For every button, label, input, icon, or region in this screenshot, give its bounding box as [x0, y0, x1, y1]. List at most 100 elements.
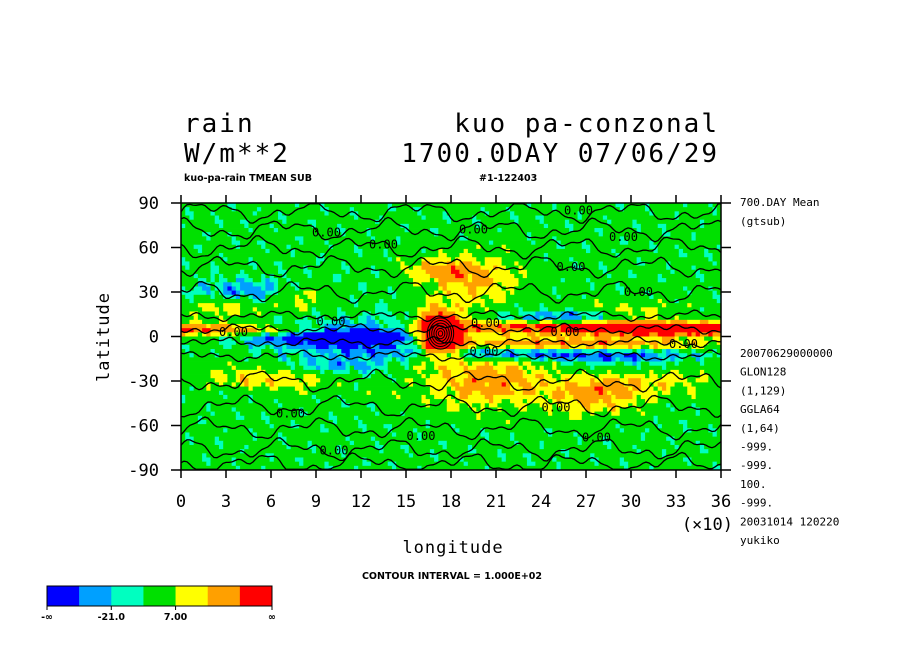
field-cell: [619, 240, 629, 246]
field-cell: [467, 444, 473, 450]
field-cell: [661, 340, 671, 346]
field-cell: [189, 344, 224, 350]
field-cell: [345, 232, 368, 237]
field-cell: [231, 457, 237, 463]
field-cell: [193, 286, 203, 292]
field-cell: [564, 307, 574, 312]
field-cell: [548, 349, 557, 354]
field-cell: [716, 340, 722, 346]
field-cell: [518, 357, 532, 362]
field-cell: [518, 311, 536, 317]
field-cell: [459, 390, 473, 396]
field-cell: [446, 303, 452, 308]
field-cell: [552, 399, 557, 404]
field-cell: [657, 394, 692, 400]
field-cell: [526, 365, 536, 371]
field-cell: [370, 228, 405, 233]
field-cell: [531, 349, 540, 354]
field-cell: [678, 369, 701, 375]
field-cell: [674, 382, 684, 387]
field-cell: [294, 319, 313, 325]
field-cell: [235, 378, 241, 383]
field-cell: [657, 344, 688, 350]
field-cell: [526, 461, 536, 467]
field-cell: [265, 240, 300, 246]
field-cell: [602, 386, 629, 392]
field-cell: [248, 386, 254, 392]
field-cell: [349, 349, 368, 354]
field-cell: [476, 411, 481, 417]
field-cell: [256, 365, 262, 371]
field-cell: [349, 265, 372, 271]
field-cell: [459, 307, 465, 312]
field-cell: [214, 378, 228, 383]
field-cell: [421, 265, 452, 271]
field-cell: [560, 369, 583, 375]
field-cell: [189, 432, 254, 438]
field-cell: [526, 332, 536, 337]
field-cell: [573, 432, 578, 438]
field-cell: [231, 236, 237, 241]
title-right-2: 1700.0DAY 07/06/29: [401, 139, 719, 169]
field-cell: [657, 415, 722, 421]
field-cell: [691, 340, 697, 346]
field-cell: [560, 311, 570, 317]
field-cell: [286, 357, 292, 362]
field-cell: [459, 232, 465, 237]
field-cell: [594, 228, 604, 233]
field-cell: [552, 365, 557, 371]
field-cell: [510, 432, 515, 438]
contour-label: 0.00: [582, 430, 611, 444]
field-cell: [429, 390, 448, 396]
field-cell: [273, 453, 342, 458]
field-cell: [480, 261, 486, 266]
field-cell: [248, 394, 254, 400]
field-cell: [451, 257, 456, 262]
field-cell: [181, 386, 190, 392]
x-multiplier: (×10): [682, 515, 733, 535]
field-cell: [687, 332, 692, 337]
field-cell: [375, 407, 448, 412]
field-cell: [518, 278, 562, 283]
field-cell: [636, 257, 642, 262]
field-cell: [493, 365, 507, 371]
field-cell: [218, 340, 237, 346]
y-tick-label: -30: [128, 372, 159, 392]
field-cell: [303, 332, 401, 337]
field-cell: [227, 361, 233, 367]
field-cell: [712, 432, 718, 438]
field-cell: [358, 215, 380, 221]
field-cell: [569, 336, 583, 342]
field-cell: [480, 390, 515, 396]
field-cell: [434, 449, 469, 454]
field-cell: [299, 203, 321, 208]
field-cell: [510, 353, 515, 358]
field-cell: [467, 344, 477, 350]
field-cell: [670, 357, 675, 362]
field-cell: [311, 353, 321, 358]
field-cell: [670, 269, 675, 275]
field-cell: [383, 444, 401, 450]
contour-line: [180, 416, 722, 441]
field-cell: [623, 286, 684, 292]
field-cell: [581, 411, 591, 417]
field-cell: [383, 424, 393, 429]
field-cell: [252, 336, 266, 342]
field-cell: [497, 449, 503, 454]
field-cell: [286, 269, 304, 275]
field-cell: [404, 311, 410, 317]
field-cell: [657, 248, 680, 254]
field-cell: [286, 344, 317, 350]
field-cell: [366, 315, 372, 321]
field-cell: [581, 244, 591, 250]
contour-ring: [431, 322, 450, 345]
field-cell: [526, 399, 549, 404]
field-cell: [379, 215, 384, 221]
field-cell: [379, 411, 401, 417]
field-cell: [611, 273, 629, 279]
field-cell: [214, 411, 237, 417]
field-cell: [548, 382, 566, 387]
field-cell: [674, 269, 697, 275]
field-cell: [564, 386, 595, 392]
field-cell: [400, 394, 422, 400]
